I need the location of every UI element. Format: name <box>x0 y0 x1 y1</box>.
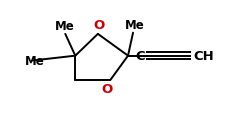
Text: O: O <box>93 19 104 32</box>
Text: C: C <box>135 50 144 63</box>
Text: CH: CH <box>192 50 213 63</box>
Text: O: O <box>102 83 112 96</box>
Text: Me: Me <box>124 19 144 32</box>
Text: Me: Me <box>54 20 74 33</box>
Text: Me: Me <box>25 55 45 68</box>
